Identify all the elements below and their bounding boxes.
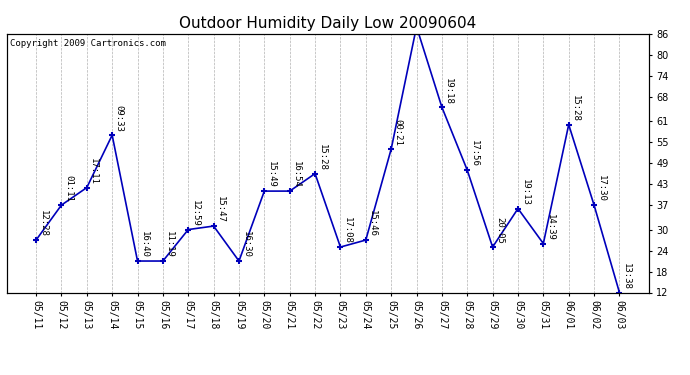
Text: 15:47: 15:47 bbox=[216, 196, 225, 223]
Text: 12:59: 12:59 bbox=[190, 200, 199, 227]
Text: 18:21: 18:21 bbox=[0, 374, 1, 375]
Text: Copyright 2009 Cartronics.com: Copyright 2009 Cartronics.com bbox=[10, 39, 166, 48]
Text: 09:33: 09:33 bbox=[115, 105, 124, 132]
Text: 14:39: 14:39 bbox=[546, 214, 555, 241]
Text: 19:18: 19:18 bbox=[444, 78, 453, 104]
Text: 20:05: 20:05 bbox=[495, 217, 504, 244]
Text: 15:28: 15:28 bbox=[317, 144, 326, 171]
Text: 13:38: 13:38 bbox=[622, 263, 631, 290]
Title: Outdoor Humidity Daily Low 20090604: Outdoor Humidity Daily Low 20090604 bbox=[179, 16, 476, 31]
Text: 11:19: 11:19 bbox=[166, 231, 175, 258]
Text: 16:30: 16:30 bbox=[241, 231, 250, 258]
Text: 15:49: 15:49 bbox=[267, 162, 276, 188]
Text: 12:28: 12:28 bbox=[39, 210, 48, 237]
Text: 17:08: 17:08 bbox=[343, 217, 352, 244]
Text: 01:11: 01:11 bbox=[64, 176, 73, 202]
Text: 00:21: 00:21 bbox=[393, 120, 402, 146]
Text: 15:28: 15:28 bbox=[571, 95, 580, 122]
Text: 17:56: 17:56 bbox=[470, 141, 479, 167]
Text: 17:30: 17:30 bbox=[597, 176, 606, 202]
Text: 17:11: 17:11 bbox=[89, 158, 98, 185]
Text: 16:54: 16:54 bbox=[292, 162, 301, 188]
Text: 19:13: 19:13 bbox=[520, 179, 529, 206]
Text: 15:46: 15:46 bbox=[368, 210, 377, 237]
Text: 16:40: 16:40 bbox=[140, 231, 149, 258]
